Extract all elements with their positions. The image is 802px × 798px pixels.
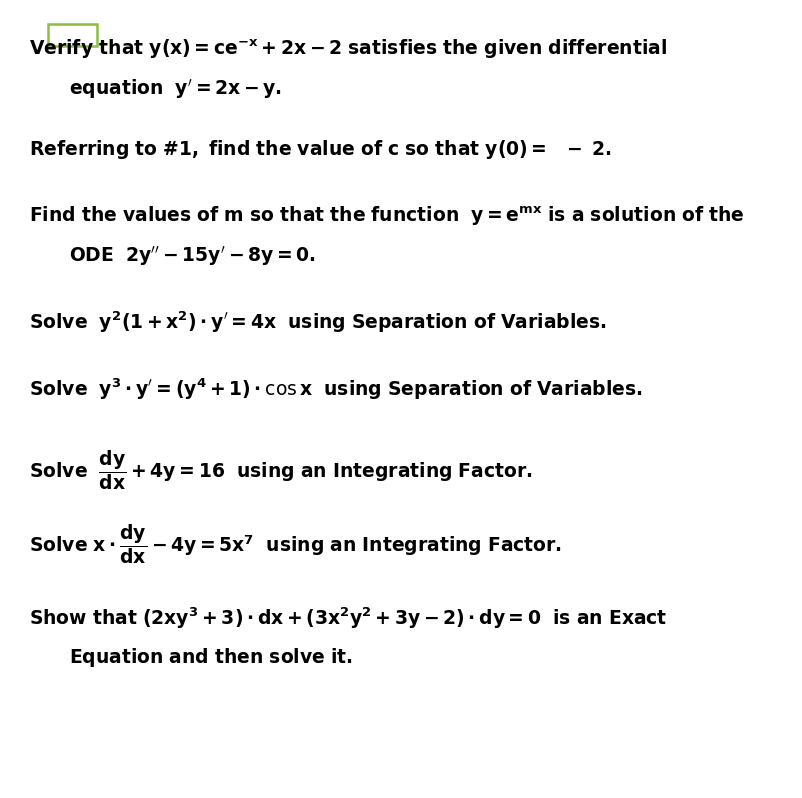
Text: $\mathbf{Equation\ and\ then\ solve\ it.}$: $\mathbf{Equation\ and\ then\ solve\ it.… bbox=[70, 646, 354, 669]
Text: $\mathbf{Solve\ \ y^2(1 + x^2) \cdot y' = 4x\ \ using\ Separation\ of\ Variables: $\mathbf{Solve\ \ y^2(1 + x^2) \cdot y' … bbox=[29, 310, 606, 335]
Text: $\mathbf{Show\ that\ (2xy^3 + 3) \cdot dx + (3x^2y^2 + 3y - 2) \cdot dy = 0\ \ i: $\mathbf{Show\ that\ (2xy^3 + 3) \cdot d… bbox=[29, 606, 667, 631]
Text: $\mathbf{Verify}$ $\mathbf{that\ y(x) = ce^{-x} + 2x - 2\ satisfies\ the\ given\: $\mathbf{Verify}$ $\mathbf{that\ y(x) = … bbox=[29, 38, 666, 61]
Text: $\mathbf{ODE\ \ 2y'' - 15y' - 8y = 0.}$: $\mathbf{ODE\ \ 2y'' - 15y' - 8y = 0.}$ bbox=[70, 244, 316, 268]
Text: $\mathbf{Solve\ x \cdot \dfrac{dy}{dx} - 4y = 5x^7\ \ using\ an\ Integrating\ Fa: $\mathbf{Solve\ x \cdot \dfrac{dy}{dx} -… bbox=[29, 522, 561, 566]
Text: $\mathbf{Solve\ \ y^3 \cdot y' = (y^4 + 1) \cdot \cos x\ \ using\ Separation\ of: $\mathbf{Solve\ \ y^3 \cdot y' = (y^4 + … bbox=[29, 377, 642, 402]
Text: $\mathbf{Referring\ to\ \#1,\ find\ the\ value\ of\ c\ so\ that\ y(0) =\ \ -\ 2.: $\mathbf{Referring\ to\ \#1,\ find\ the\… bbox=[29, 138, 611, 161]
Text: $\mathbf{equation\ \ y' = 2x - y.}$: $\mathbf{equation\ \ y' = 2x - y.}$ bbox=[70, 77, 282, 101]
Text: $\mathbf{Solve\ \ \dfrac{dy}{dx} + 4y = 16\ \ using\ an\ Integrating\ Factor.}$: $\mathbf{Solve\ \ \dfrac{dy}{dx} + 4y = … bbox=[29, 448, 533, 492]
Text: $\mathbf{Find\ the\ values\ of\ }$$\mathit{\mathbf{m}}$$\mathbf{\ so\ that\ the\: $\mathbf{Find\ the\ values\ of\ }$$\math… bbox=[29, 204, 744, 227]
